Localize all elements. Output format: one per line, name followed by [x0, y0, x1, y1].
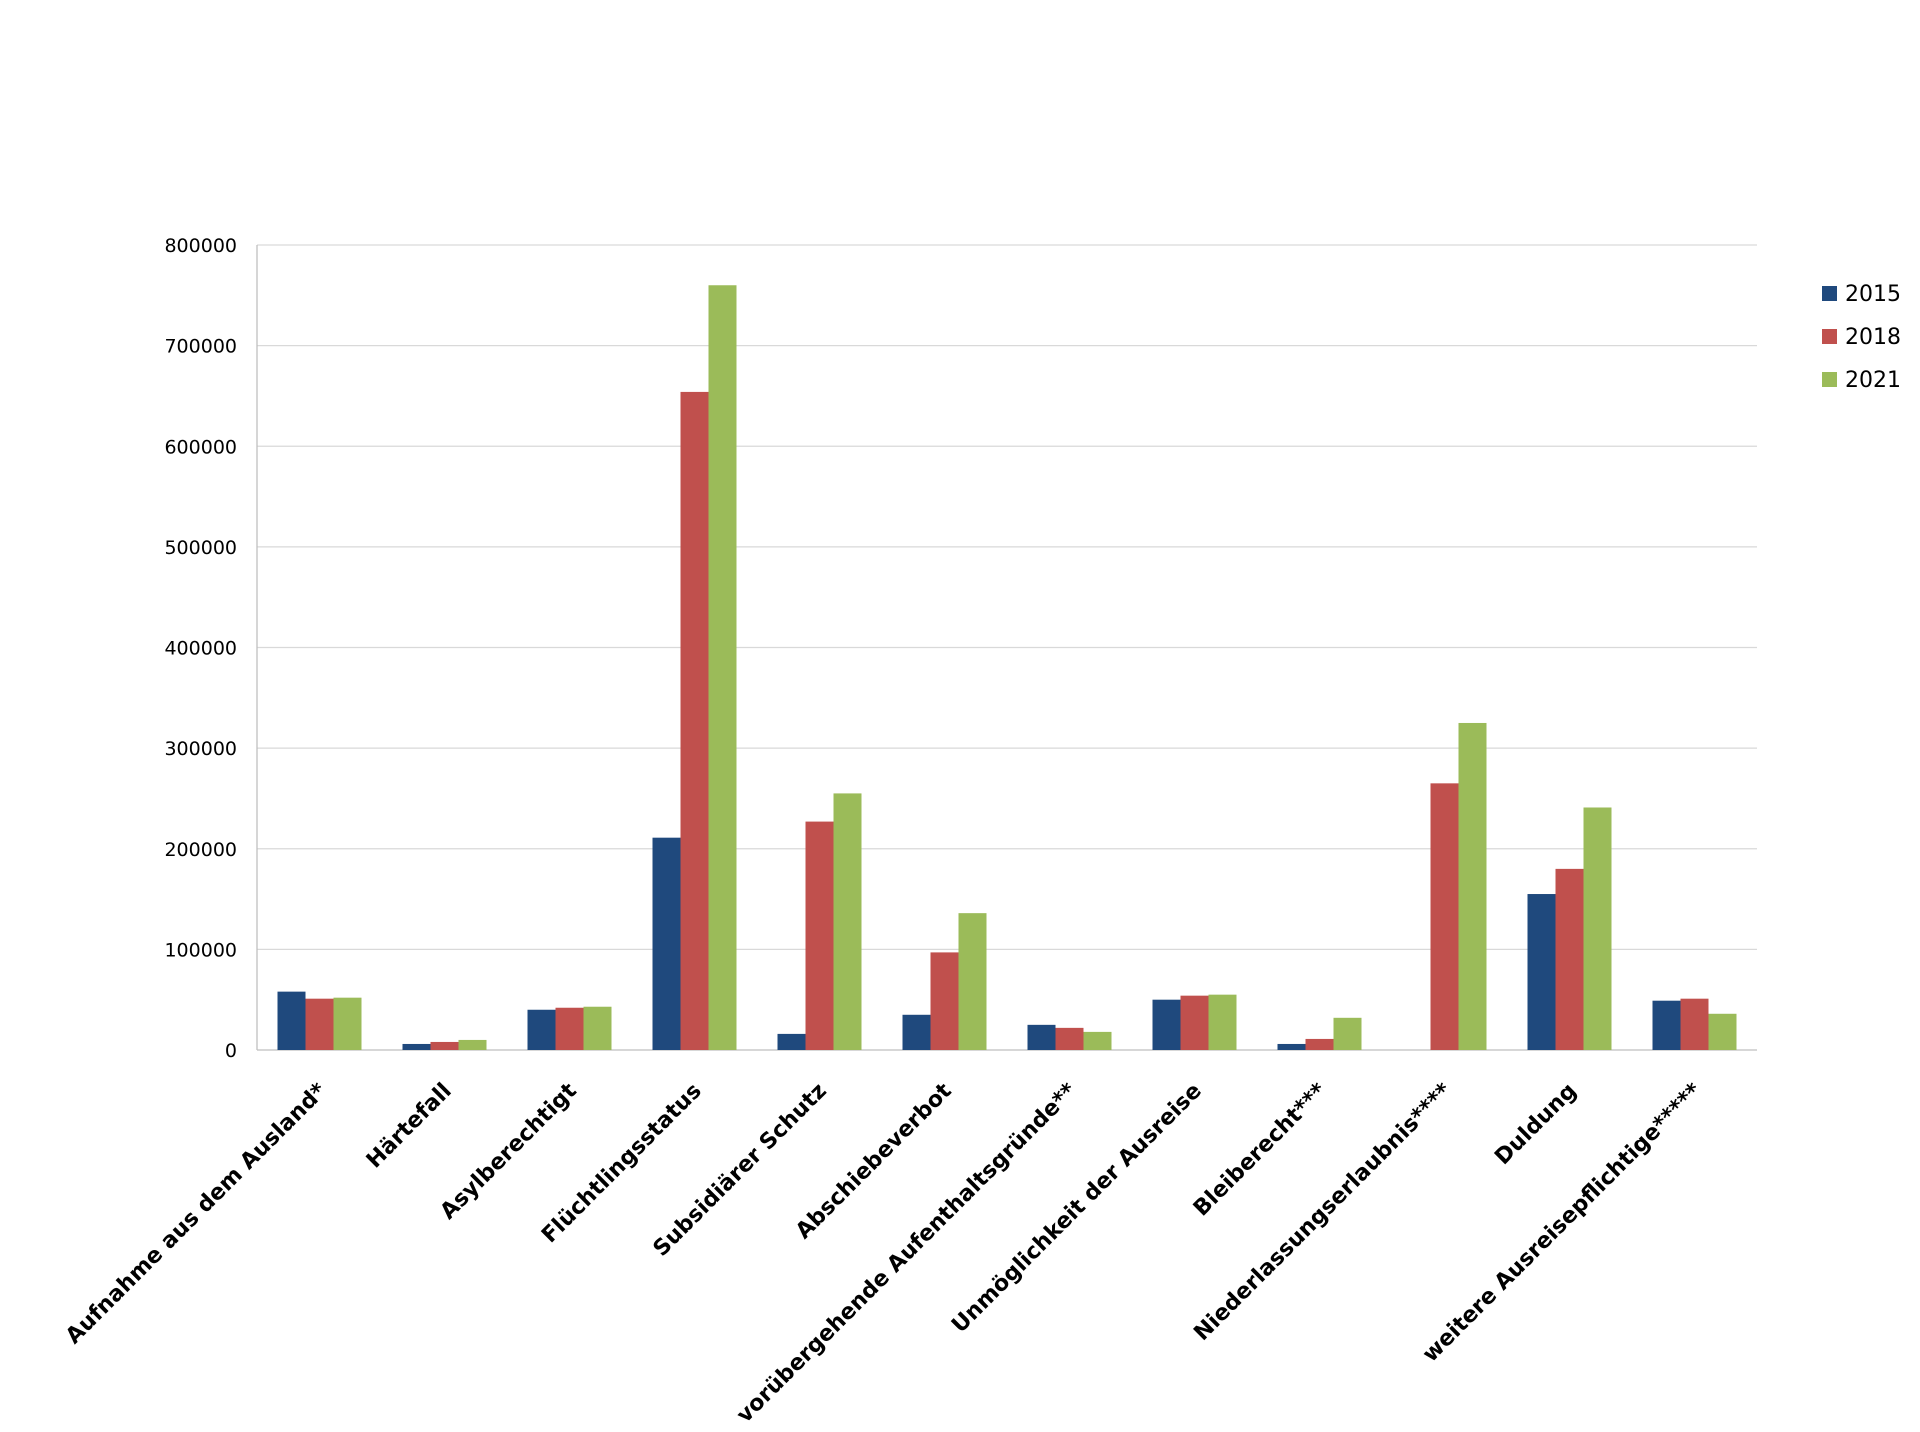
bar-2015-6: [1027, 1024, 1056, 1050]
x-category-label: Härtefall: [362, 1079, 457, 1174]
bar-2021-4: [833, 793, 862, 1050]
bar-2018-8: [1305, 1038, 1334, 1050]
bar-2018-4: [805, 821, 834, 1050]
legend-label-2015: 2015: [1845, 282, 1901, 307]
y-axis-ticks: 0 100000 200000 300000 400000 500000 600000 700…: [164, 235, 237, 1062]
y-tick-label: 800000: [164, 235, 237, 257]
x-category-label: weitere Ausreisepflichtige*****: [1418, 1078, 1707, 1367]
bar-2021-10: [1583, 807, 1612, 1050]
bar-2021-3: [708, 285, 737, 1050]
bar-2015-5: [902, 1014, 931, 1050]
y-tick-label: 100000: [164, 939, 237, 961]
bar-2018-3: [680, 391, 709, 1051]
bar-2015-11: [1652, 1000, 1681, 1050]
bar-2018-1: [430, 1041, 459, 1050]
x-category-label: Duldung: [1490, 1079, 1581, 1170]
x-category-label: Aufnahme aus dem Ausland*: [61, 1078, 332, 1349]
y-tick-label: 600000: [164, 436, 237, 458]
bars: [277, 285, 1737, 1051]
bar-2021-7: [1208, 994, 1237, 1050]
y-tick-label: 400000: [164, 638, 237, 660]
bar-2018-10: [1555, 868, 1584, 1050]
bar-2021-6: [1083, 1031, 1112, 1050]
bar-2015-7: [1152, 999, 1181, 1050]
bar-2021-1: [458, 1039, 487, 1050]
y-tick-label: 700000: [164, 336, 237, 358]
bar-2015-2: [527, 1009, 556, 1050]
y-tick-label: 300000: [164, 738, 237, 760]
y-tick-label: 200000: [164, 839, 237, 861]
axes: [256, 245, 1757, 1051]
bar-2015-3: [652, 837, 681, 1050]
bar-2018-2: [555, 1007, 584, 1050]
bar-2021-11: [1708, 1013, 1737, 1050]
bar-2021-8: [1333, 1017, 1362, 1050]
legend-swatch-2021: [1822, 372, 1837, 387]
bar-2015-1: [402, 1043, 431, 1050]
legend-label-2021: 2021: [1845, 368, 1901, 393]
legend: 2015 2018 2021: [1822, 282, 1901, 393]
bar-2021-2: [583, 1006, 612, 1050]
bar-2018-7: [1180, 995, 1209, 1050]
x-category-label: Bleiberecht***: [1189, 1078, 1332, 1221]
bar-2015-10: [1527, 894, 1556, 1050]
bar-2015-4: [777, 1033, 806, 1050]
bar-2015-8: [1277, 1043, 1306, 1050]
bar-2021-9: [1458, 722, 1487, 1050]
gridlines: [257, 244, 1757, 951]
legend-label-2018: 2018: [1845, 325, 1901, 350]
y-tick-label: 0: [225, 1040, 237, 1062]
legend-swatch-2018: [1822, 329, 1837, 344]
bar-2021-5: [958, 913, 987, 1050]
bar-2018-6: [1055, 1027, 1084, 1050]
x-category-label: Unmöglichkeit der Ausreise: [947, 1079, 1207, 1339]
bar-2018-11: [1680, 998, 1709, 1050]
x-category-label: Asylberechtigt: [436, 1078, 582, 1224]
bar-2018-5: [930, 952, 959, 1050]
bar-2018-9: [1430, 783, 1459, 1050]
x-axis-labels: Aufnahme aus dem Ausland* HärtefallAsylbe…: [61, 1078, 1707, 1428]
legend-swatch-2015: [1822, 286, 1837, 301]
x-category-label: Niederlassungserlaubnis****: [1189, 1078, 1457, 1346]
bar-2021-0: [333, 997, 362, 1050]
bar-2018-0: [305, 998, 334, 1050]
y-tick-label: 500000: [164, 537, 237, 559]
bar-2015-0: [277, 991, 306, 1050]
